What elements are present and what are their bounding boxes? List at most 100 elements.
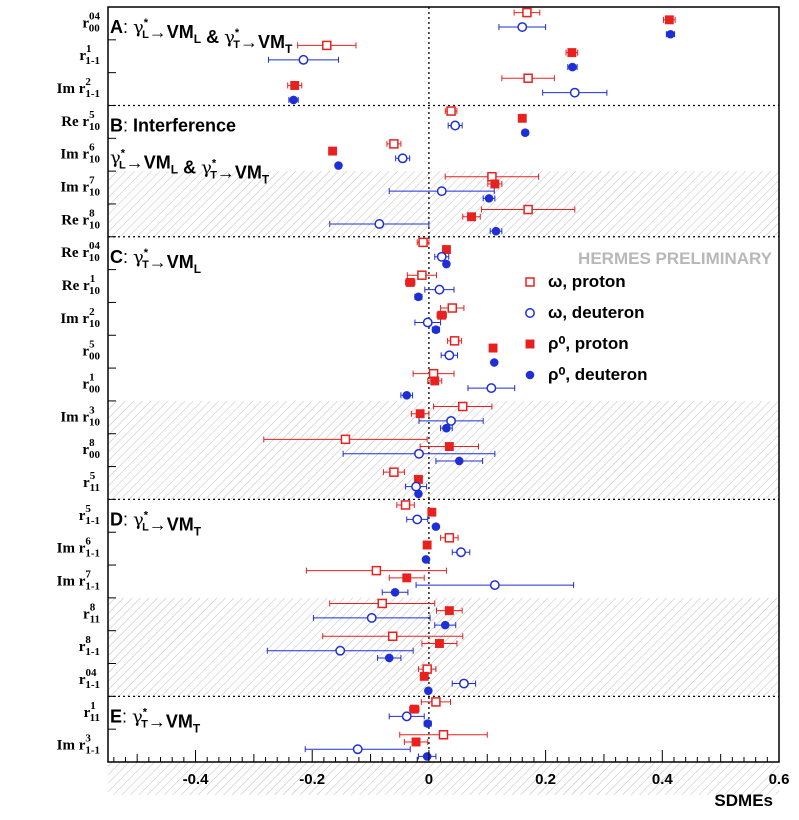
x-axis-ticks: -0.4 -0.2 0 0.2 0.4 0.6	[113, 750, 789, 788]
hatched-bands	[108, 171, 779, 795]
point-rho-deuteron-16	[421, 555, 431, 564]
marker	[430, 376, 440, 386]
y-label-17: Im r7 1-1	[57, 568, 100, 592]
point-omega-proton-15	[396, 500, 415, 510]
marker	[352, 744, 363, 755]
point-omega-deuteron-8	[424, 284, 455, 295]
marker	[517, 113, 527, 123]
point-rho-deuteron-11	[400, 391, 414, 400]
section-title-a: A: γ* L→VML & γ* T→VMT	[110, 17, 293, 56]
marker	[411, 737, 421, 747]
point-rho-deuteron-3	[520, 128, 530, 138]
y-label-16: Im r6 1-1	[57, 536, 100, 560]
marker	[418, 237, 428, 248]
point-omega-deuteron-5	[388, 186, 495, 197]
point-rho-deuteron-7	[442, 259, 451, 269]
watermark-text: HERMES PRELIMINARY	[578, 249, 773, 268]
point-omega-proton-14	[382, 467, 405, 477]
marker	[401, 711, 412, 722]
point-rho-deuteron-9	[431, 325, 441, 334]
point-rho-deuteron-8	[414, 292, 423, 302]
marker	[444, 606, 454, 616]
point-rho-proton-4	[328, 146, 338, 156]
marker	[488, 343, 498, 353]
point-rho-deuteron-14	[414, 489, 423, 499]
marker	[389, 139, 399, 149]
point-omega-deuteron-18	[312, 612, 431, 623]
marker	[446, 415, 457, 426]
section-titles: A: γ* L→VML & γ* T→VMT B: Interference γ* L→V…	[110, 17, 293, 735]
marker	[441, 245, 451, 255]
marker	[421, 555, 431, 564]
point-omega-proton-4	[386, 139, 402, 149]
marker	[419, 671, 429, 681]
marker	[446, 106, 456, 116]
point-rho-proton-5	[487, 179, 503, 189]
point-rho-proton-17	[388, 573, 425, 583]
legend-marker	[525, 308, 535, 318]
marker	[523, 204, 533, 215]
hatched-band-1	[108, 400, 779, 500]
marker	[442, 259, 451, 269]
marker	[340, 434, 351, 445]
point-omega-proton-17	[305, 565, 447, 576]
point-rho-proton-2	[287, 81, 303, 90]
point-rho-proton-7	[441, 245, 451, 255]
marker	[431, 697, 441, 707]
point-rho-deuteron-17	[381, 587, 409, 597]
y-label-0: r04 00	[82, 10, 100, 34]
legend-entry-omega-deuteron: ω, deuteron	[525, 303, 645, 322]
point-rho-deuteron-4	[334, 161, 343, 170]
point-omega-deuteron-7	[434, 251, 450, 262]
y-label-10: r5 00	[82, 339, 100, 363]
point-rho-proton-13	[419, 442, 480, 451]
legend-label: ω, proton	[548, 272, 626, 291]
x-tick-label: 0	[425, 771, 433, 788]
marker	[411, 481, 422, 492]
point-omega-deuteron-9	[414, 317, 442, 328]
marker	[449, 336, 460, 346]
marker	[664, 15, 674, 25]
y-label-9: Im r2 10	[60, 306, 100, 330]
legend-marker	[525, 277, 535, 287]
point-rho-deuteron-21	[423, 719, 433, 728]
hatched-band-3	[108, 762, 779, 795]
marker	[490, 179, 500, 189]
y-label-4: Im r6 10	[60, 142, 100, 166]
point-omega-proton-10	[447, 336, 463, 346]
point-omega-deuteron-4	[395, 153, 411, 164]
point-rho-proton-16	[422, 540, 432, 550]
marker	[436, 251, 447, 262]
point-rho-proton-11	[427, 376, 443, 386]
marker	[402, 573, 412, 583]
point-rho-proton-8	[405, 277, 416, 287]
point-omega-proton-9	[440, 303, 465, 313]
y-label-7: Re r04 10	[61, 240, 100, 264]
point-omega-deuteron-1	[267, 54, 339, 65]
marker	[520, 128, 530, 138]
marker	[666, 29, 675, 39]
legend-marker	[525, 339, 535, 349]
legend-label: ρ⁰, deuteron	[548, 365, 648, 384]
point-omega-deuteron-2	[542, 87, 608, 98]
marker	[374, 219, 385, 229]
y-label-11: r1 00	[82, 372, 100, 396]
marker	[522, 7, 532, 18]
point-rho-proton-1	[565, 48, 579, 58]
marker	[489, 358, 499, 367]
point-omega-deuteron-12	[418, 415, 484, 426]
marker	[417, 270, 427, 280]
point-rho-deuteron-19	[377, 653, 402, 663]
point-omega-proton-7	[416, 237, 430, 248]
point-rho-proton-22	[403, 737, 429, 747]
point-omega-deuteron-17	[415, 580, 575, 591]
marker	[486, 383, 497, 394]
marker	[366, 612, 377, 623]
point-omega-proton-16	[440, 533, 459, 543]
marker	[517, 22, 528, 32]
point-omega-proton-22	[399, 730, 488, 740]
marker	[412, 514, 423, 525]
marker	[414, 292, 423, 302]
point-omega-proton-0	[513, 7, 541, 18]
marker	[405, 277, 415, 287]
